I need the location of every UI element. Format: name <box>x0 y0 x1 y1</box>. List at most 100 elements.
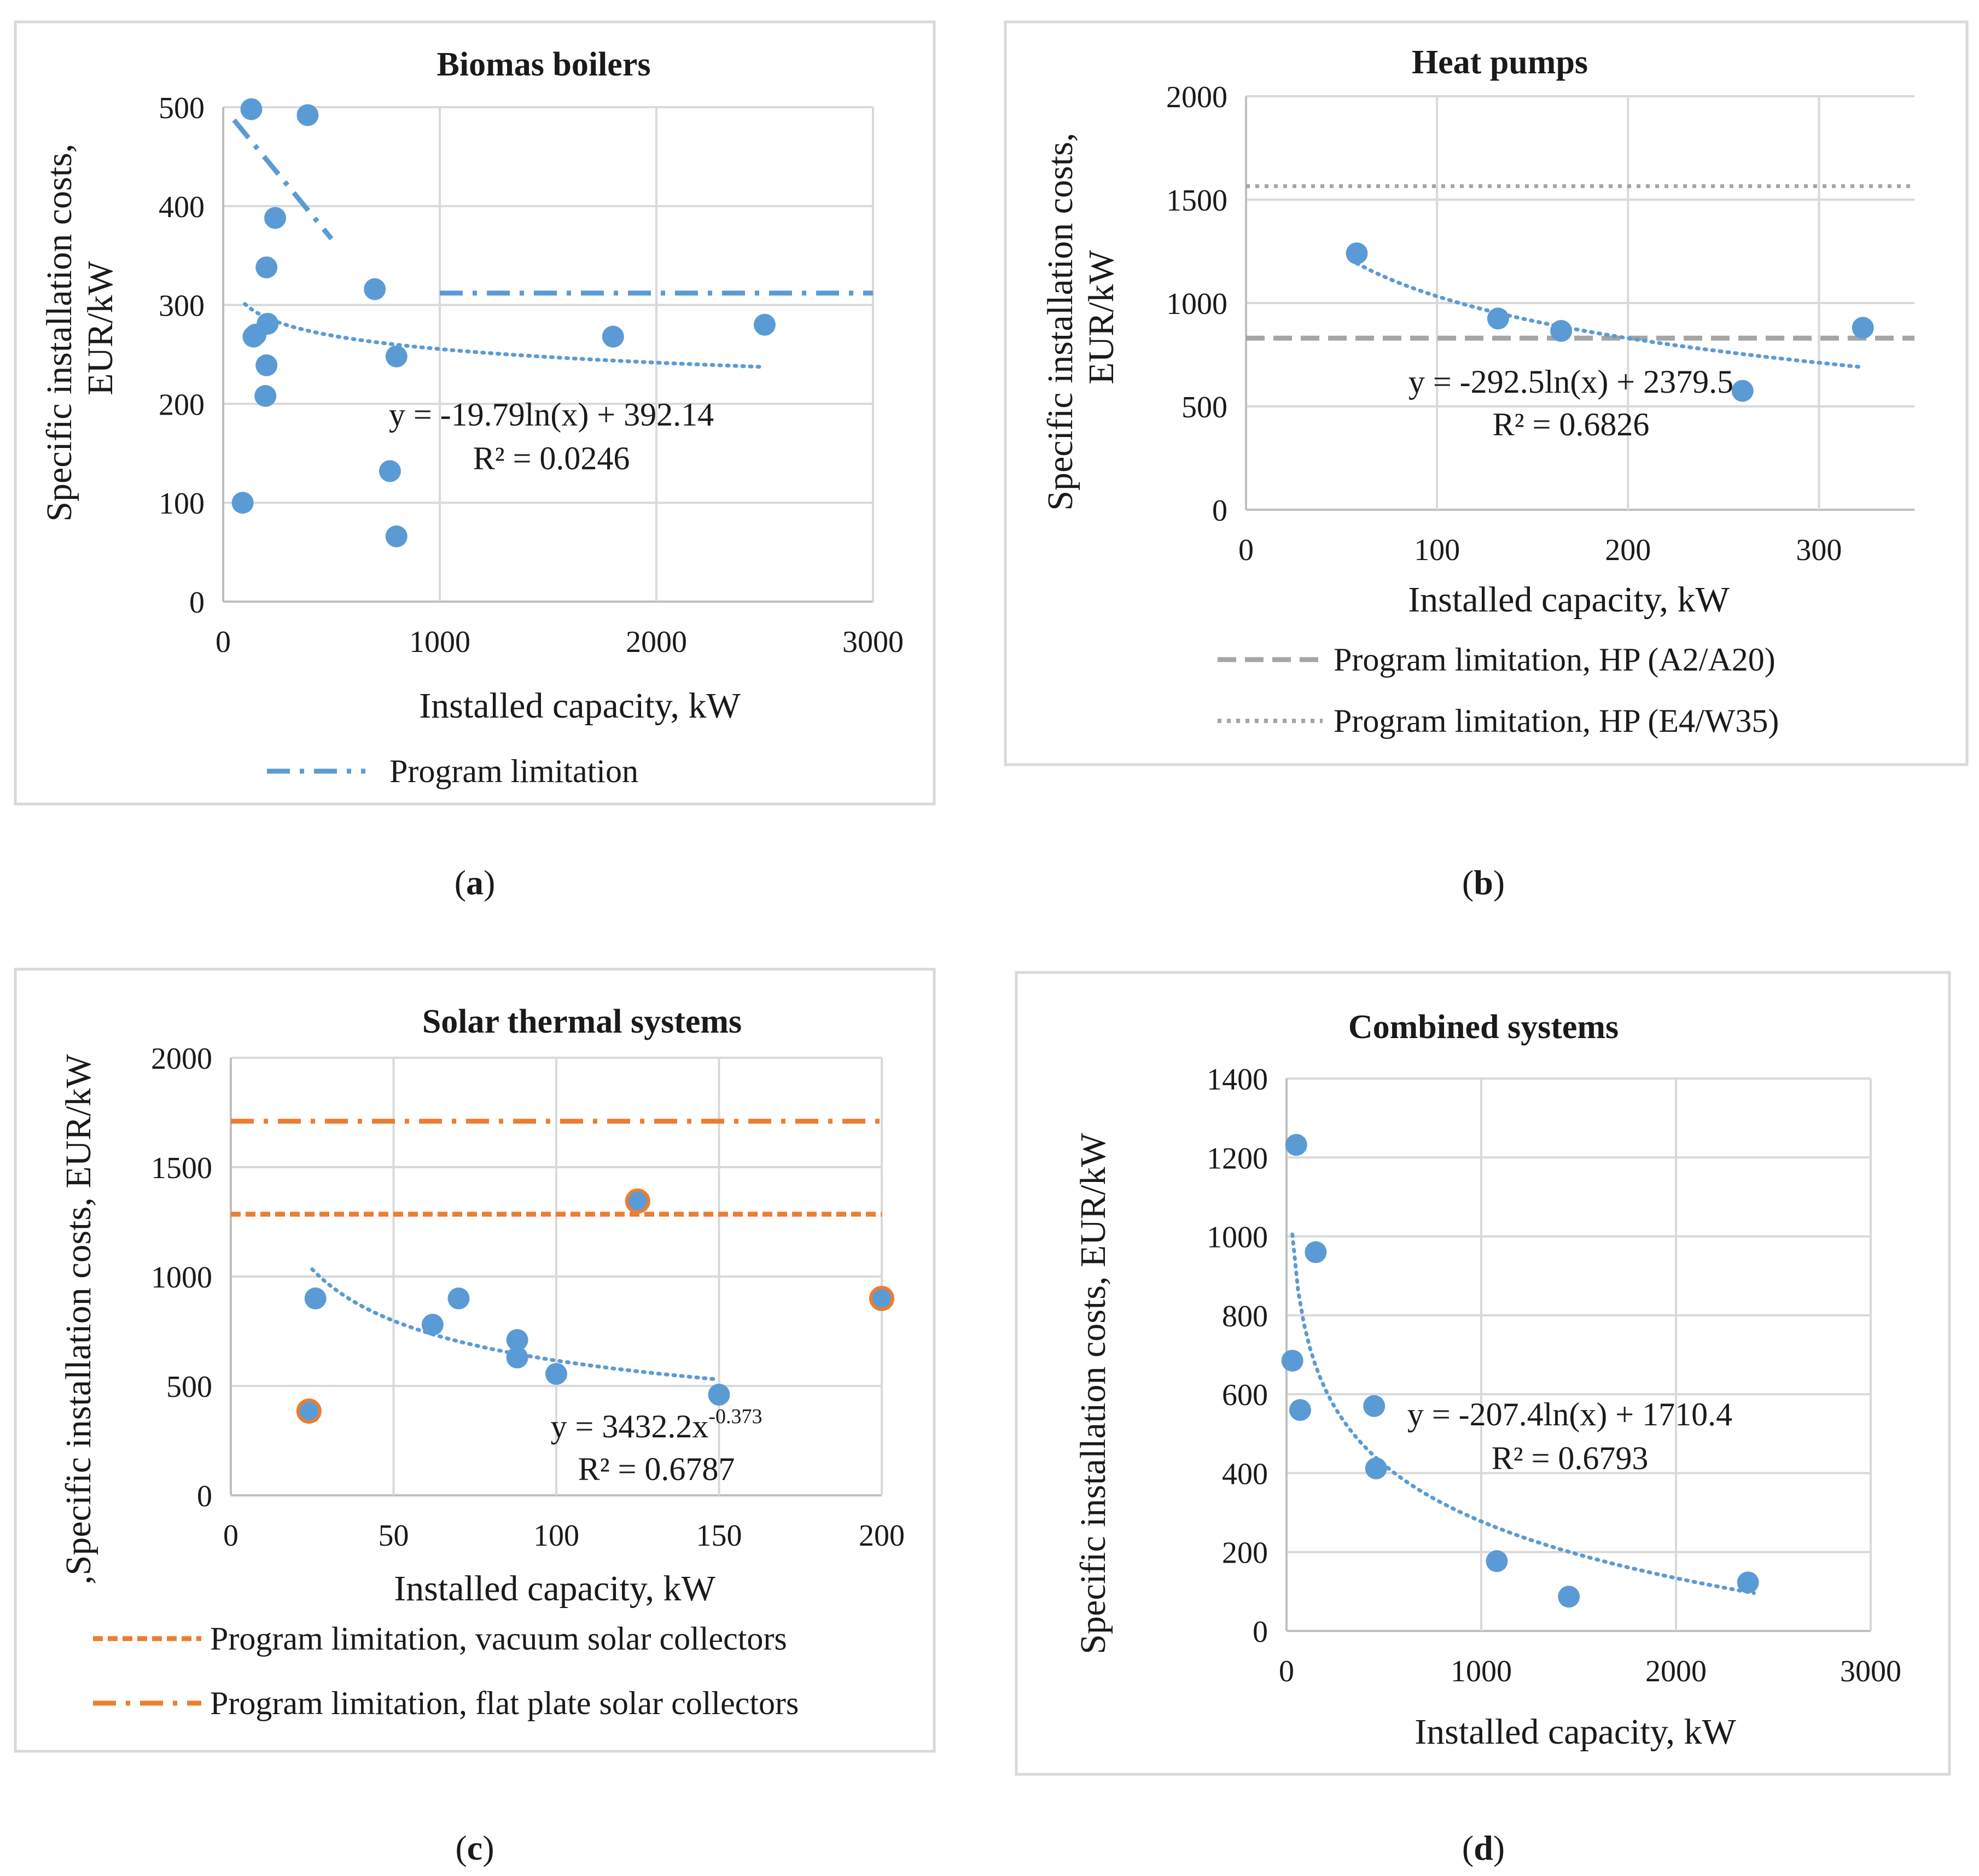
y-tick-label: 500 <box>159 91 205 125</box>
data-point <box>447 1287 470 1309</box>
data-point <box>255 354 278 376</box>
y-axis-label: Specific installation costs, EUR/kW <box>1073 1133 1113 1654</box>
x-tick-label: 0 <box>1238 533 1254 567</box>
data-point <box>1550 320 1573 342</box>
tick-labels: 0 200 400 600 800 1000 1200 1400 0 1000 2000 3000 <box>1207 1063 1901 1688</box>
y-tick-label: 0 <box>197 1479 212 1513</box>
panel-frame <box>14 968 936 1753</box>
tick-labels: 0 100 200 300 400 500 0 1000 2000 3000 <box>159 91 904 659</box>
chart-title: Combined systems <box>1348 1009 1619 1046</box>
data-point <box>625 1188 650 1214</box>
y-axis-label-line: Specific installation costs, <box>39 144 79 522</box>
trendline-curve <box>1290 1232 1756 1595</box>
trend-equation: y = -207.4ln(x) + 1710.4 <box>1407 1396 1732 1432</box>
caption: (b) <box>1462 863 1505 902</box>
data-point <box>602 325 624 348</box>
trend-equation: y = 3432.2x-0.373 <box>551 1405 763 1444</box>
data-point <box>1365 1457 1387 1479</box>
data-points <box>1346 242 1874 402</box>
y-axis-label-line: EUR/kW <box>1081 249 1121 384</box>
trend-equation-exponent: -0.373 <box>708 1405 762 1428</box>
y-tick-label: 1500 <box>1166 184 1227 218</box>
data-point <box>255 256 278 278</box>
data-point <box>545 1363 567 1385</box>
y-tick-label: 400 <box>1222 1457 1268 1491</box>
data-point <box>1737 1571 1759 1594</box>
legend-label: Program limitation, HP (E4/W35) <box>1334 703 1779 739</box>
trendline <box>243 302 767 369</box>
data-point <box>379 460 401 482</box>
y-tick-label: 0 <box>189 586 205 620</box>
legend-label: Program limitation <box>389 753 638 789</box>
data-point <box>421 1314 444 1336</box>
x-tick-label: 200 <box>1605 533 1651 567</box>
y-tick-label: 0 <box>1253 1615 1268 1649</box>
y-tick-label: 600 <box>1222 1378 1268 1412</box>
data-point <box>1487 307 1509 330</box>
data-point <box>1852 317 1874 339</box>
x-tick-label: 2000 <box>626 625 687 659</box>
limitation-lines <box>1246 184 1914 341</box>
legend: Program limitation, HP (A2/A20) Program … <box>1218 642 1779 739</box>
x-tick-label: 100 <box>533 1519 579 1553</box>
data-point <box>240 98 263 120</box>
y-tick-label: 800 <box>1222 1300 1268 1333</box>
r-squared-label: R² = 0.6793 <box>1492 1440 1649 1476</box>
data-point <box>1558 1586 1580 1608</box>
panel-heat-pumps: Heat pumps 0 500 1000 1500 2000 0 100 200 300 y … <box>1004 20 1969 902</box>
data-point <box>506 1329 528 1351</box>
y-axis-label: Specific installation costs, EUR/kW <box>1040 124 1121 511</box>
y-axis-label-line: EUR/kW <box>80 260 120 395</box>
x-axis-label: Installed capacity, kW <box>394 1569 715 1609</box>
legend-label: Program limitation, flat plate solar col… <box>210 1685 799 1721</box>
data-point <box>1363 1395 1386 1417</box>
data-point <box>1346 242 1368 265</box>
tick-labels: 0 500 1000 1500 2000 0 50 100 150 200 <box>151 1042 905 1553</box>
y-tick-label: 1400 <box>1207 1063 1268 1097</box>
data-point <box>264 207 287 229</box>
trendline-curve <box>243 302 767 369</box>
data-points <box>231 98 776 547</box>
trend-equation-base: y = 3432.2x <box>551 1408 709 1444</box>
r-squared-label: R² = 0.0246 <box>473 440 630 476</box>
grid <box>1245 95 1914 511</box>
x-tick-label: 3000 <box>1840 1654 1901 1688</box>
data-point <box>364 278 386 300</box>
x-tick-label: 0 <box>1279 1654 1294 1688</box>
chart-title: Biomas boilers <box>437 46 651 83</box>
data-point <box>254 384 277 407</box>
y-tick-label: 400 <box>159 190 205 224</box>
y-tick-label: 1000 <box>1166 287 1227 321</box>
x-tick-label: 100 <box>1414 533 1460 567</box>
panel-frame <box>1004 20 1969 766</box>
chart-title: Solar thermal systems <box>422 1003 742 1040</box>
x-tick-label: 0 <box>223 1519 238 1553</box>
y-axis-label: ,Specific installation costs, EUR/kW <box>59 1053 98 1584</box>
y-tick-label: 500 <box>166 1370 212 1404</box>
data-point <box>296 104 319 126</box>
y-tick-label: 100 <box>159 487 205 521</box>
data-point <box>869 1286 894 1311</box>
caption-letter: d <box>1474 1828 1493 1867</box>
r-squared-label: R² = 0.6826 <box>1493 406 1650 442</box>
panel-frame <box>14 20 936 806</box>
x-tick-label: 3000 <box>842 625 904 659</box>
y-tick-label: 1200 <box>1207 1141 1268 1175</box>
legend-label: Program limitation, HP (A2/A20) <box>1334 642 1776 678</box>
data-point <box>1281 1349 1303 1372</box>
panel-solar-thermal-systems: Solar thermal systems 0 500 1000 1500 2000 0 5… <box>14 968 936 1867</box>
y-axis-label-line: Specific installation costs, <box>1040 133 1080 511</box>
trendline <box>1290 1232 1756 1595</box>
y-axis-label: Specific installation costs, EUR/kW <box>39 135 120 522</box>
y-tick-label: 0 <box>1212 494 1227 528</box>
legend: Program limitation, vacuum solar collect… <box>93 1621 799 1721</box>
caption: (d) <box>1462 1828 1505 1867</box>
panel-combined-systems: Combined systems 0 200 400 600 800 1000 1200 14… <box>1015 971 1951 1867</box>
data-point <box>296 1399 322 1424</box>
data-point <box>1305 1241 1327 1263</box>
y-tick-label: 1000 <box>1207 1221 1268 1255</box>
data-point <box>1289 1399 1311 1421</box>
data-point <box>231 492 254 514</box>
data-point <box>1486 1550 1508 1572</box>
